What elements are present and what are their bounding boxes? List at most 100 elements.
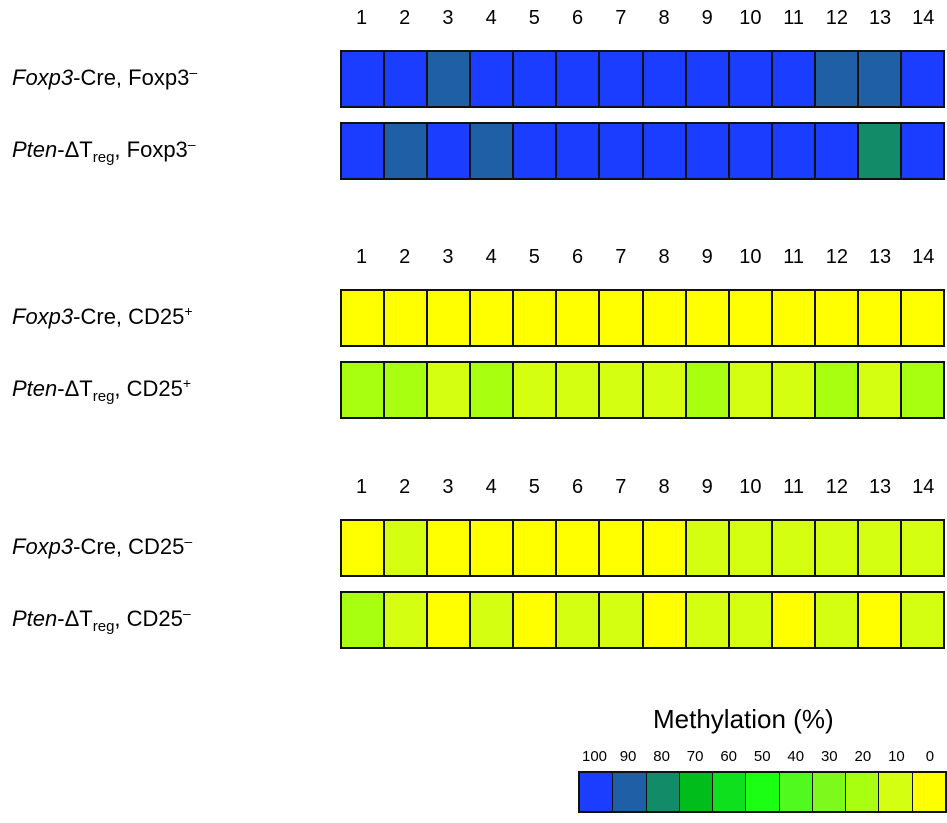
row-label-superscript: + — [184, 303, 193, 319]
column-number-label: 13 — [868, 246, 892, 268]
column-number-label: 1 — [355, 476, 368, 498]
legend-swatch — [879, 773, 913, 811]
heatmap-cell — [772, 521, 816, 575]
heatmap-cell — [385, 363, 429, 417]
heatmap-cell — [385, 52, 429, 106]
heatmap-cell — [471, 593, 515, 647]
legend-swatch — [713, 773, 747, 811]
heatmap-cell — [858, 593, 903, 647]
heatmap-cell — [557, 521, 601, 575]
legend-tick-label: 80 — [653, 748, 670, 765]
heatmap-cell — [902, 593, 944, 647]
row-label-superscript: – — [187, 136, 196, 152]
legend-tick-label: 40 — [787, 748, 805, 765]
row-label-tail: , CD25 — [114, 606, 183, 631]
legend-tick-label: 60 — [720, 748, 738, 765]
legend-title: Methylation (%) — [653, 704, 834, 734]
column-number-label: 9 — [701, 246, 713, 268]
heatmap-cell — [815, 52, 859, 106]
column-number-label: 6 — [572, 7, 584, 29]
heatmap-cell — [385, 124, 429, 178]
column-number-label: 14 — [912, 476, 935, 498]
heatmap-row — [340, 289, 945, 347]
column-number-label: 14 — [912, 7, 935, 29]
column-number-label: 5 — [528, 476, 540, 498]
heatmap-cell — [342, 363, 386, 417]
row-label: Pten-ΔTreg, CD25+ — [12, 375, 192, 404]
heatmap-cell — [858, 291, 903, 345]
row-label-italic: Foxp3 — [12, 534, 74, 559]
column-number-label: 11 — [783, 7, 805, 29]
heatmap-cell — [428, 593, 472, 647]
legend-swatch — [613, 773, 647, 811]
column-number-label: 10 — [739, 246, 762, 268]
column-number-label: 2 — [399, 476, 411, 498]
heatmap-cell — [815, 521, 859, 575]
heatmap-panel: 1 2 3 4 5 6 7 8 9 10 11 12 13 14 Foxp3-Cre, CD25– Pten-… — [0, 475, 947, 665]
column-number-label: 12 — [825, 7, 848, 29]
heatmap-cell — [385, 521, 429, 575]
heatmap-cell — [471, 291, 515, 345]
column-number-label: 6 — [572, 476, 584, 498]
column-number-label: 3 — [442, 7, 454, 29]
heatmap-cell — [686, 521, 730, 575]
heatmap-cell — [600, 124, 644, 178]
heatmap-cell — [471, 52, 515, 106]
heatmap-cell — [686, 124, 730, 178]
legend-tick-label: 30 — [820, 748, 838, 765]
heatmap-cell — [902, 52, 944, 106]
heatmap-cell — [772, 124, 816, 178]
column-number-label: 1 — [355, 7, 368, 29]
legend-tick-label: 70 — [686, 748, 704, 765]
heatmap-cell — [471, 363, 515, 417]
column-number-label: 3 — [442, 476, 454, 498]
heatmap-cell — [643, 291, 687, 345]
column-number-label: 6 — [572, 246, 584, 268]
heatmap-cell — [815, 124, 859, 178]
heatmap-cell — [471, 521, 515, 575]
heatmap-cell — [342, 52, 386, 106]
row-label-italic: Pten — [12, 606, 58, 631]
heatmap-cell — [772, 52, 816, 106]
row-label-italic: Foxp3 — [12, 65, 74, 90]
heatmap-cell — [902, 124, 944, 178]
legend-swatch — [646, 773, 680, 811]
heatmap-cell — [342, 593, 386, 647]
legend-tick-label: 0 — [925, 748, 935, 765]
heatmap-cell — [342, 521, 386, 575]
row-label: Foxp3-Cre, CD25+ — [12, 304, 193, 330]
heatmap-cell — [902, 291, 944, 345]
column-number-label: 9 — [701, 7, 713, 29]
heatmap-cell — [902, 363, 944, 417]
heatmap-cell — [600, 363, 644, 417]
heatmap-cell — [514, 291, 558, 345]
column-number-label: 13 — [868, 476, 892, 498]
heatmap-cell — [772, 291, 816, 345]
heatmap-cell — [600, 521, 644, 575]
column-number-label: 1 — [355, 246, 368, 268]
heatmap-cell — [557, 291, 601, 345]
column-number-label: 9 — [701, 476, 713, 498]
heatmap-cell — [342, 124, 386, 178]
heatmap-cell — [428, 124, 472, 178]
heatmap-row — [340, 122, 945, 180]
column-number-label: 7 — [615, 246, 627, 268]
heatmap-cell — [686, 291, 730, 345]
row-label-superscript: + — [182, 375, 192, 391]
row-label-subscript: reg — [92, 149, 115, 166]
heatmap-cell — [557, 363, 601, 417]
heatmap-cell — [342, 291, 386, 345]
legend-swatch — [779, 773, 813, 811]
row-label-italic: Foxp3 — [12, 304, 74, 329]
row-label-text: -Cre, Foxp3 — [73, 65, 190, 90]
legend-tick-label: 90 — [619, 748, 637, 765]
heatmap-cell — [514, 521, 558, 575]
row-label: Pten-ΔTreg, CD25– — [12, 606, 191, 634]
column-number-label: 2 — [399, 7, 411, 29]
heatmap-cell — [772, 593, 816, 647]
heatmap-cell — [514, 363, 558, 417]
row-label-text: -ΔT — [57, 376, 93, 401]
legend-swatch — [846, 773, 880, 811]
column-number-label: 5 — [528, 7, 540, 29]
legend-tick-label: 10 — [888, 748, 905, 765]
